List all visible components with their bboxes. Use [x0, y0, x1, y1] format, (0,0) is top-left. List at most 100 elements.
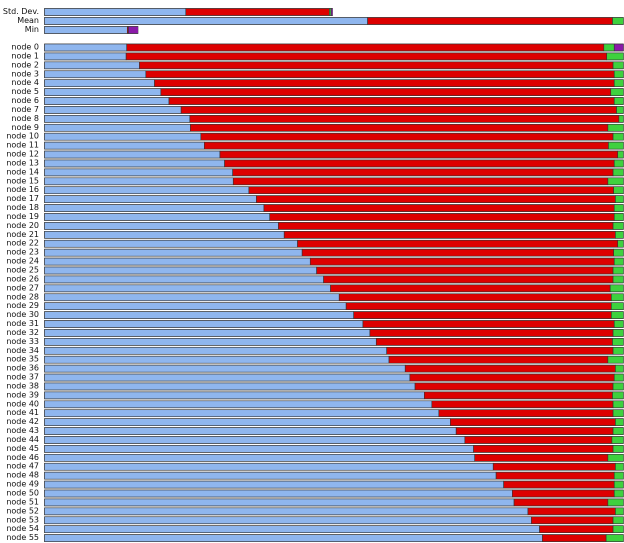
node-row-46-blue-segment[interactable]: [45, 454, 475, 461]
node-row-51-green-segment[interactable]: [608, 499, 624, 506]
node-row-49-red-segment[interactable]: [504, 481, 615, 488]
node-row-50-green-segment[interactable]: [614, 490, 623, 497]
summary-row-1-green-segment[interactable]: [612, 18, 623, 25]
node-row-8-green-segment[interactable]: [619, 115, 624, 122]
node-row-28-green-segment[interactable]: [611, 294, 623, 301]
node-row-29-red-segment[interactable]: [346, 303, 611, 310]
node-row-8-red-segment[interactable]: [190, 115, 619, 122]
node-row-5-blue-segment[interactable]: [45, 89, 161, 96]
node-row-5-red-segment[interactable]: [161, 89, 611, 96]
node-row-52-blue-segment[interactable]: [45, 508, 528, 515]
node-row-15-red-segment[interactable]: [233, 178, 608, 185]
node-row-40-blue-segment[interactable]: [45, 401, 432, 408]
node-row-39-red-segment[interactable]: [424, 392, 612, 399]
node-row-47-red-segment[interactable]: [493, 463, 615, 470]
node-row-36-blue-segment[interactable]: [45, 365, 406, 372]
node-row-15-green-segment[interactable]: [608, 178, 624, 185]
summary-row-2-purple-segment[interactable]: [128, 27, 138, 34]
node-row-47-blue-segment[interactable]: [45, 463, 494, 470]
node-row-35-green-segment[interactable]: [608, 356, 624, 363]
node-row-44-red-segment[interactable]: [465, 436, 612, 443]
node-row-32-blue-segment[interactable]: [45, 329, 370, 336]
node-row-49-green-segment[interactable]: [614, 481, 623, 488]
node-row-17-blue-segment[interactable]: [45, 196, 257, 203]
summary-row-0-purple-segment[interactable]: [331, 9, 333, 16]
node-row-35-red-segment[interactable]: [389, 356, 608, 363]
node-row-28-blue-segment[interactable]: [45, 294, 340, 301]
node-row-53-red-segment[interactable]: [531, 517, 613, 524]
node-row-21-red-segment[interactable]: [284, 231, 615, 238]
node-row-24-red-segment[interactable]: [310, 258, 614, 265]
node-row-30-green-segment[interactable]: [611, 312, 623, 319]
node-row-38-red-segment[interactable]: [415, 383, 613, 390]
node-row-14-blue-segment[interactable]: [45, 169, 233, 176]
node-row-53-green-segment[interactable]: [613, 517, 623, 524]
node-row-5-green-segment[interactable]: [611, 89, 624, 96]
node-row-16-red-segment[interactable]: [249, 187, 614, 194]
node-row-28-red-segment[interactable]: [339, 294, 611, 301]
node-row-0-red-segment[interactable]: [127, 44, 604, 51]
node-row-9-green-segment[interactable]: [608, 124, 624, 131]
node-row-7-green-segment[interactable]: [617, 106, 624, 113]
summary-row-2-blue-segment[interactable]: [45, 27, 128, 34]
node-row-23-red-segment[interactable]: [302, 249, 614, 256]
node-row-3-red-segment[interactable]: [146, 71, 614, 78]
node-row-22-green-segment[interactable]: [618, 240, 624, 247]
node-row-29-blue-segment[interactable]: [45, 303, 347, 310]
node-row-38-blue-segment[interactable]: [45, 383, 416, 390]
node-row-33-green-segment[interactable]: [612, 338, 623, 345]
node-row-45-green-segment[interactable]: [613, 445, 623, 452]
node-row-27-green-segment[interactable]: [610, 285, 623, 292]
node-row-36-red-segment[interactable]: [405, 365, 615, 372]
node-row-43-green-segment[interactable]: [613, 428, 623, 435]
node-row-41-red-segment[interactable]: [439, 410, 613, 417]
node-row-20-red-segment[interactable]: [278, 222, 613, 229]
node-row-18-blue-segment[interactable]: [45, 205, 264, 212]
node-row-49-blue-segment[interactable]: [45, 481, 504, 488]
node-row-10-blue-segment[interactable]: [45, 133, 201, 140]
node-row-17-green-segment[interactable]: [615, 196, 623, 203]
node-row-51-red-segment[interactable]: [514, 499, 608, 506]
node-row-3-green-segment[interactable]: [614, 71, 623, 78]
node-row-42-green-segment[interactable]: [615, 419, 623, 426]
node-row-54-blue-segment[interactable]: [45, 526, 540, 533]
node-row-11-green-segment[interactable]: [608, 142, 623, 149]
node-row-1-red-segment[interactable]: [126, 53, 607, 60]
node-row-16-blue-segment[interactable]: [45, 187, 249, 194]
node-row-44-green-segment[interactable]: [612, 436, 624, 443]
node-row-9-blue-segment[interactable]: [45, 124, 191, 131]
node-row-55-red-segment[interactable]: [542, 535, 606, 542]
node-row-41-green-segment[interactable]: [613, 410, 623, 417]
node-row-8-blue-segment[interactable]: [45, 115, 190, 122]
node-row-48-green-segment[interactable]: [614, 472, 623, 479]
node-row-26-red-segment[interactable]: [324, 276, 614, 283]
node-row-54-green-segment[interactable]: [613, 526, 623, 533]
node-row-31-red-segment[interactable]: [363, 321, 614, 328]
node-row-46-green-segment[interactable]: [608, 454, 624, 461]
node-row-10-green-segment[interactable]: [613, 133, 623, 140]
node-row-20-blue-segment[interactable]: [45, 222, 279, 229]
node-row-20-green-segment[interactable]: [613, 222, 623, 229]
node-row-19-red-segment[interactable]: [270, 213, 615, 220]
node-row-43-red-segment[interactable]: [456, 428, 613, 435]
node-row-26-blue-segment[interactable]: [45, 276, 324, 283]
node-row-34-green-segment[interactable]: [613, 347, 623, 354]
node-row-32-green-segment[interactable]: [613, 329, 623, 336]
summary-row-0-red-segment[interactable]: [186, 9, 330, 16]
node-row-38-green-segment[interactable]: [613, 383, 623, 390]
node-row-47-green-segment[interactable]: [615, 463, 623, 470]
node-row-46-red-segment[interactable]: [475, 454, 608, 461]
node-row-23-blue-segment[interactable]: [45, 249, 303, 256]
node-row-41-blue-segment[interactable]: [45, 410, 439, 417]
node-row-12-blue-segment[interactable]: [45, 151, 220, 158]
node-row-14-green-segment[interactable]: [613, 169, 623, 176]
node-row-19-blue-segment[interactable]: [45, 213, 270, 220]
node-row-37-green-segment[interactable]: [614, 374, 623, 381]
node-row-7-blue-segment[interactable]: [45, 106, 182, 113]
node-row-6-blue-segment[interactable]: [45, 98, 169, 105]
node-row-34-red-segment[interactable]: [387, 347, 613, 354]
node-row-33-red-segment[interactable]: [376, 338, 612, 345]
node-row-21-blue-segment[interactable]: [45, 231, 285, 238]
node-row-48-blue-segment[interactable]: [45, 472, 497, 479]
node-row-0-green-segment[interactable]: [604, 44, 614, 51]
